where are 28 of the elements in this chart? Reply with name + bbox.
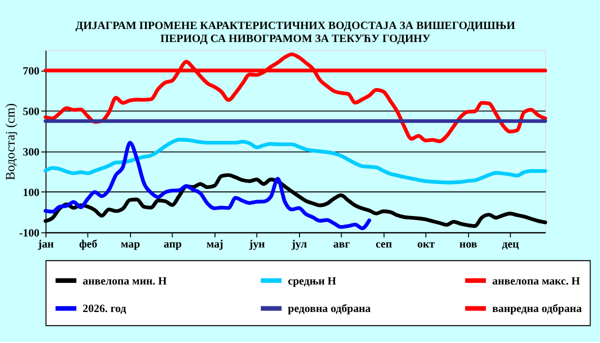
legend-label: ванредна одбрана: [492, 303, 582, 316]
line-series: [44, 138, 548, 184]
x-tick-label: јул: [290, 238, 307, 251]
legend-label: средњи H: [288, 275, 337, 288]
legend-label: анвелопа мин. H: [82, 275, 168, 288]
x-tick-label: нов: [459, 238, 478, 251]
x-tick-label: јун: [248, 238, 266, 251]
x-tick-label: мар: [120, 238, 140, 251]
chart-title: ДИЈАГРАМ ПРОМЕНЕ КАРАКТЕРИСТИЧНИХ ВОДОСТАЈА ЗА ВИШЕГОДИШЊИ ПЕРИОД СА НИВОГРАМОМ ЗА ТЕКУЋУ ГОДИНУ: [76, 20, 516, 45]
x-tick-label: сеп: [376, 238, 393, 251]
legend-label: 2026. год: [82, 303, 126, 316]
x-tick-label: јан: [37, 238, 54, 251]
y-tick-label: -100: [19, 227, 40, 240]
x-tick-label: окт: [417, 238, 436, 251]
y-tick-label: 300: [22, 146, 40, 159]
x-tick-label: мај: [206, 238, 224, 251]
y-tick-label: 100: [22, 187, 40, 200]
x-tick-label: апр: [164, 238, 182, 251]
x-tick-label: дец: [502, 238, 520, 251]
legend-label: анвелопа макс. H: [492, 275, 580, 288]
legend-label: редовна одбрана: [288, 303, 372, 316]
x-tick-label: авг: [333, 238, 350, 251]
y-tick-label: 500: [22, 106, 40, 118]
line-series: [44, 52, 548, 144]
y-tick-label: 700: [22, 66, 40, 78]
y-axis-title: Водостај (cm): [2, 103, 18, 180]
line-series: [44, 140, 372, 230]
x-tick-label: феб: [79, 238, 98, 251]
